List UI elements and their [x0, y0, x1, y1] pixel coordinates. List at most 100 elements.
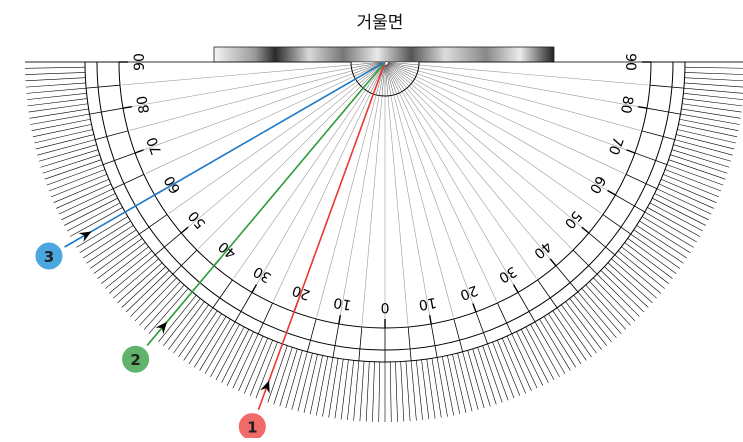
minor-tick — [183, 310, 218, 361]
minor-tick — [416, 360, 423, 421]
minor-tick — [658, 183, 714, 209]
minor-tick — [682, 98, 743, 107]
minor-tick — [405, 361, 411, 422]
minor-tick — [681, 108, 741, 119]
minor-tick — [158, 294, 197, 342]
minor-tick — [673, 144, 732, 162]
center-tick — [367, 64, 384, 92]
minor-tick — [372, 361, 375, 422]
scale-label-left: 90 — [132, 53, 148, 71]
minor-tick — [676, 134, 735, 150]
guide-line — [403, 88, 537, 279]
center-tick — [351, 62, 383, 66]
center-tick — [387, 62, 418, 74]
band-tick — [89, 107, 124, 115]
minor-tick — [621, 246, 669, 284]
minor-tick — [666, 164, 724, 186]
minor-tick — [644, 211, 697, 243]
band-tick — [306, 318, 317, 352]
minor-tick — [238, 335, 264, 391]
guide-line — [416, 67, 646, 109]
band-tick — [649, 84, 684, 89]
minor-tick — [204, 321, 236, 374]
band-tick — [257, 302, 273, 335]
guide-line — [409, 82, 588, 232]
minor-tick — [38, 144, 97, 162]
minor-tick — [232, 333, 259, 389]
minor-tick — [581, 288, 622, 334]
major-tick — [122, 105, 133, 109]
scale-label-right: 90 — [622, 53, 638, 71]
minor-tick — [28, 103, 88, 113]
guide-line — [407, 84, 572, 249]
band-tick — [537, 279, 558, 308]
minor-tick — [630, 233, 681, 269]
guide-line — [121, 64, 354, 86]
minor-tick — [501, 338, 526, 394]
minor-tick — [600, 270, 645, 313]
minor-tick — [457, 353, 473, 412]
minor-tick — [565, 301, 602, 350]
center-tick — [387, 63, 412, 85]
minor-tick — [267, 345, 288, 403]
minor-tick — [79, 220, 131, 254]
minor-tick — [221, 329, 250, 383]
ray-badge — [121, 344, 151, 374]
minor-tick — [30, 113, 90, 125]
minor-tick — [670, 154, 728, 174]
band-tick — [634, 152, 668, 165]
minor-tick — [516, 331, 544, 386]
guide-line — [392, 92, 454, 318]
guide-line — [400, 89, 518, 291]
minor-tick — [641, 216, 694, 248]
guide-line — [129, 69, 355, 131]
minor-tick — [178, 307, 214, 358]
major-tick — [134, 149, 144, 154]
minor-tick — [25, 66, 86, 69]
center-tick — [358, 63, 383, 85]
minor-tick — [477, 347, 497, 405]
major-tick — [626, 149, 636, 154]
minor-tick — [431, 358, 442, 418]
scale-label-right: 40 — [531, 238, 555, 262]
minor-tick — [639, 220, 691, 254]
minor-tick — [340, 359, 349, 420]
minor-tick — [596, 273, 640, 317]
minor-tick — [25, 72, 86, 75]
band-tick — [95, 130, 129, 141]
minor-tick — [76, 216, 129, 248]
minor-tick — [86, 229, 137, 264]
minor-tick — [627, 238, 677, 274]
minor-tick — [607, 262, 653, 304]
band-tick — [555, 265, 579, 293]
minor-tick — [561, 304, 597, 354]
minor-tick — [109, 254, 156, 294]
minor-tick — [255, 341, 278, 399]
minor-tick — [309, 355, 323, 415]
minor-tick — [188, 313, 222, 365]
minor-tick — [683, 93, 743, 100]
minor-tick — [506, 335, 532, 391]
minor-tick — [661, 178, 717, 203]
minor-tick — [279, 348, 298, 407]
band-tick — [332, 323, 340, 358]
minor-tick — [511, 333, 538, 389]
minor-tick — [656, 188, 712, 215]
ray-arrow-icon — [260, 380, 270, 394]
minor-tick — [31, 118, 91, 131]
mirror-surface-title: 거울면 — [356, 13, 404, 33]
guide-line — [398, 90, 497, 302]
minor-tick — [148, 288, 189, 334]
scale-label-right: 60 — [586, 173, 609, 196]
band-tick — [453, 318, 464, 352]
band-tick — [517, 292, 536, 323]
minor-tick — [322, 357, 334, 417]
minor-tick — [678, 124, 738, 138]
minor-tick — [679, 118, 739, 131]
minor-tick — [46, 164, 104, 186]
minor-tick — [663, 174, 719, 198]
minor-tick — [668, 159, 726, 180]
minor-tick — [105, 250, 153, 289]
